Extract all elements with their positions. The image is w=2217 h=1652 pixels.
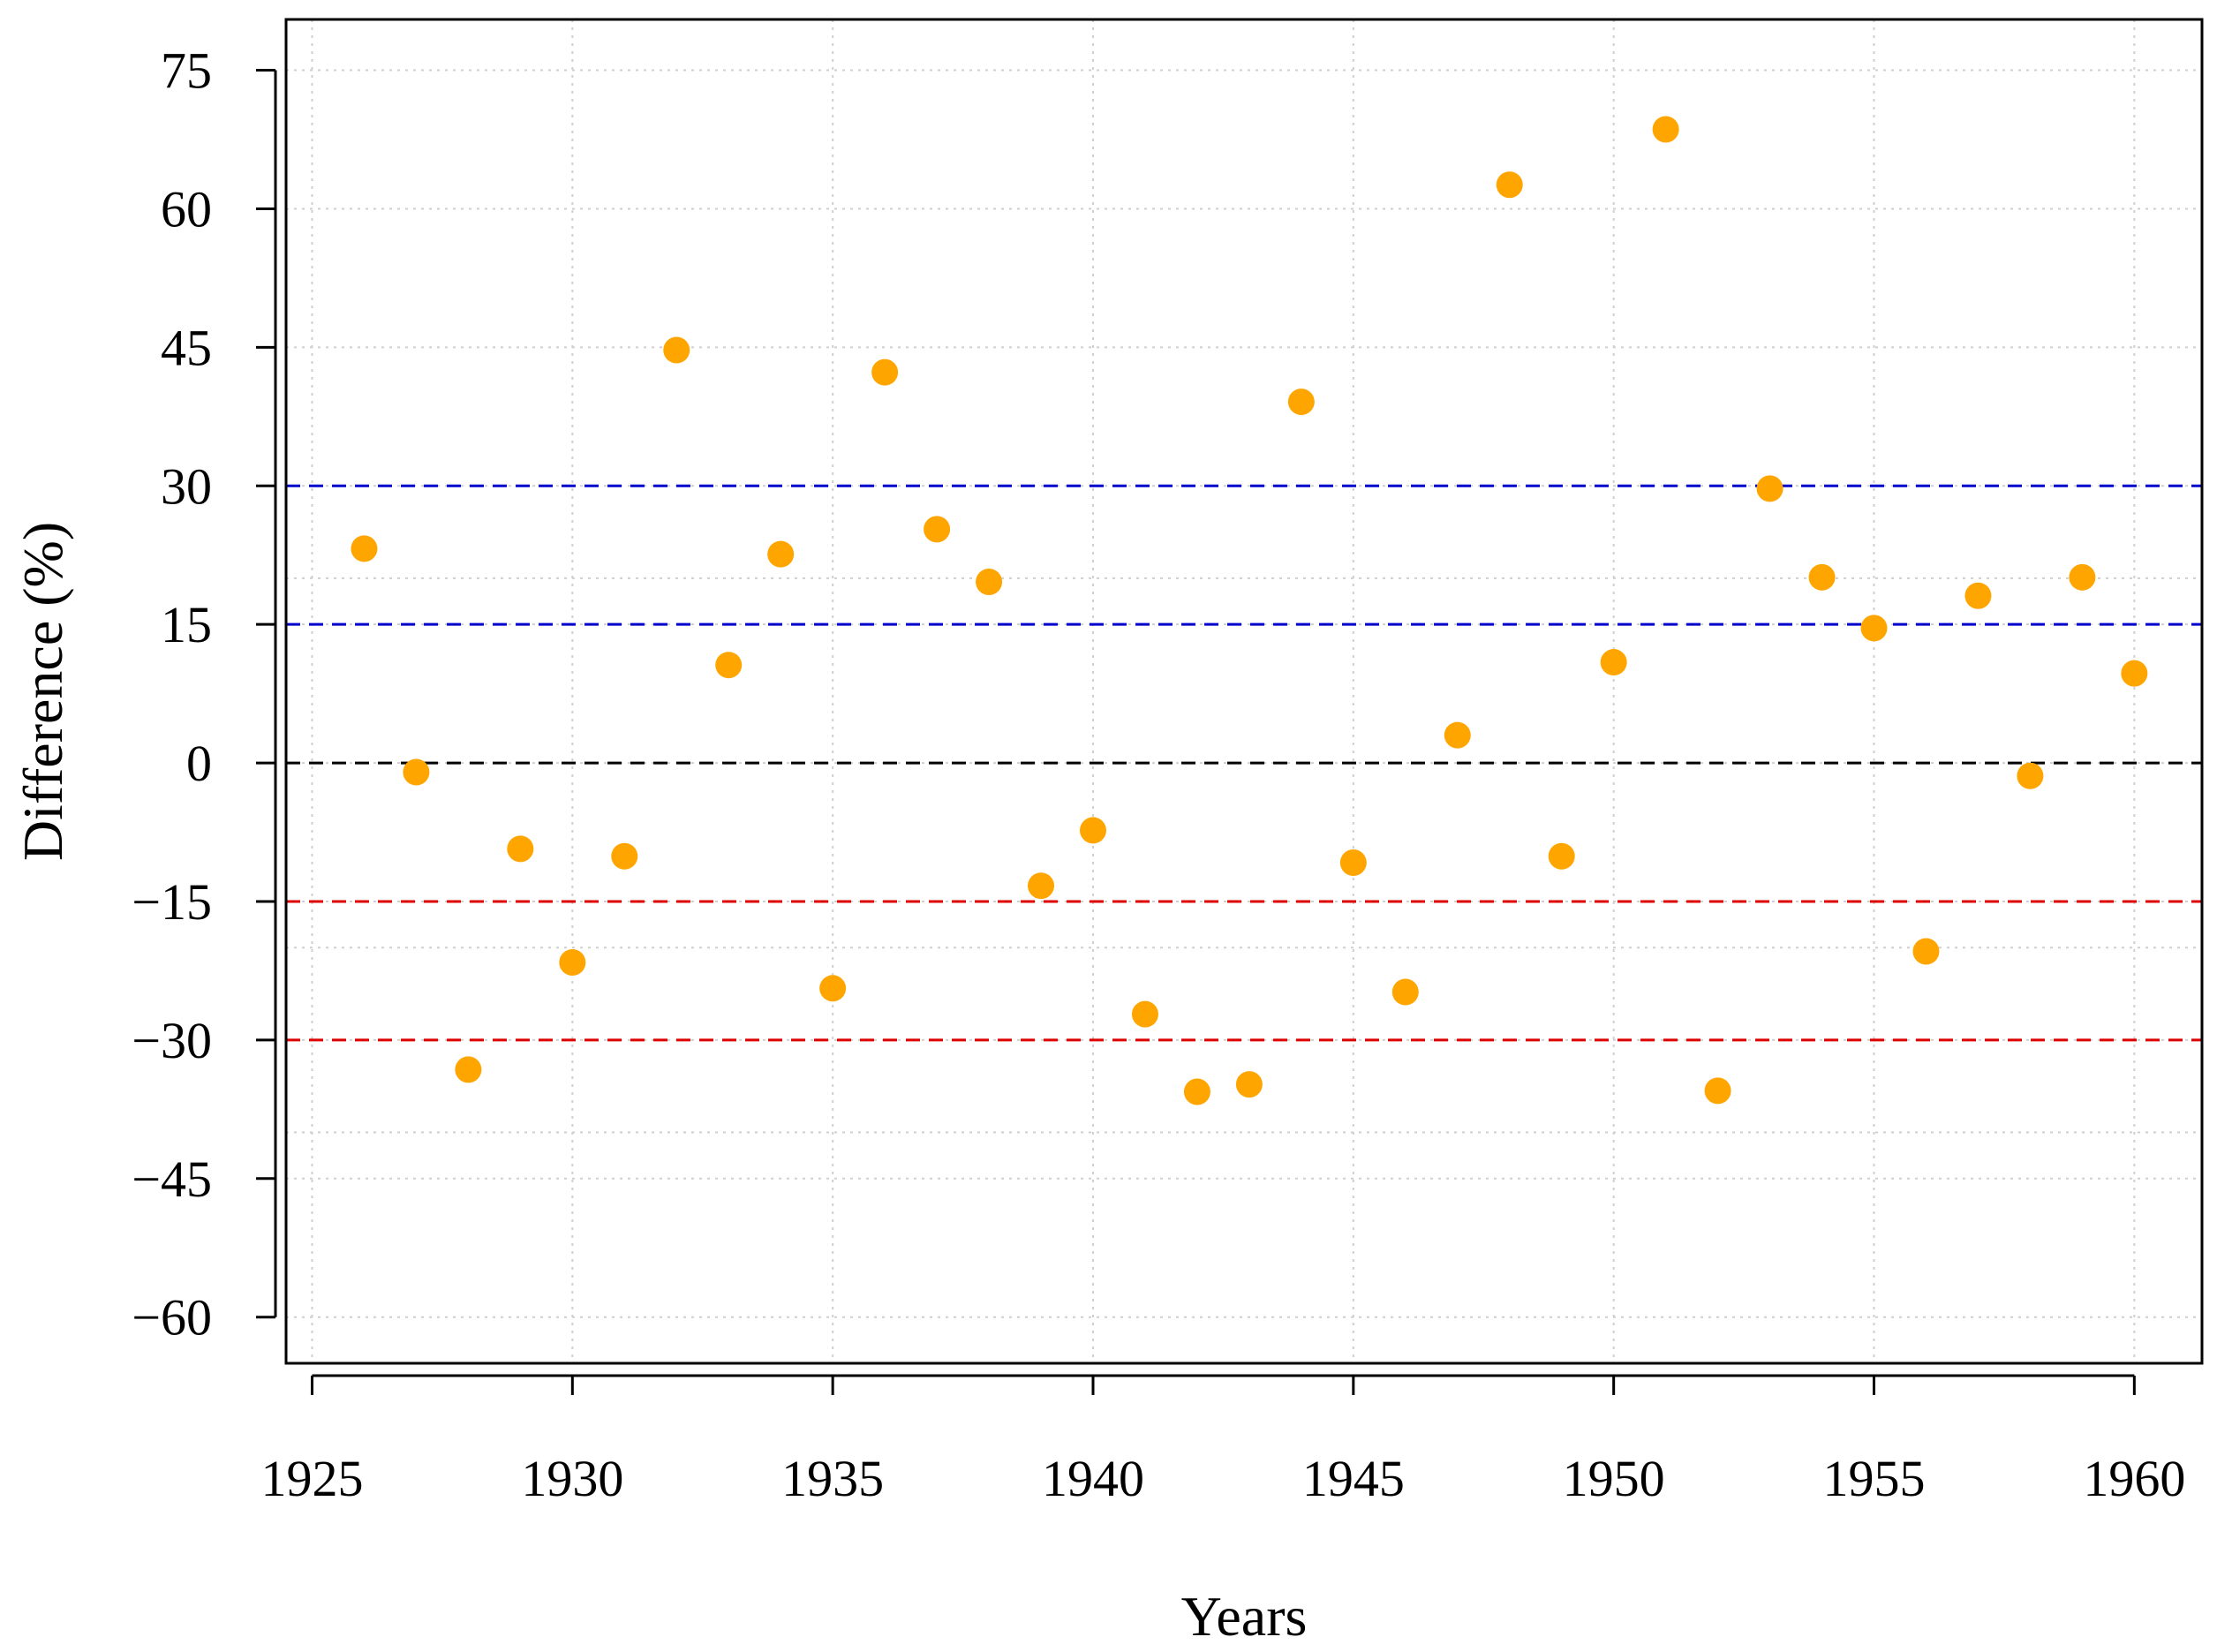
data-point — [1131, 1000, 1158, 1028]
data-point — [1912, 938, 1940, 965]
data-point — [871, 358, 899, 386]
data-point — [1079, 817, 1106, 844]
plot-frame — [284, 18, 2204, 1365]
data-point — [2017, 762, 2044, 789]
data-point — [663, 336, 690, 364]
data-point — [1183, 1078, 1210, 1105]
data-point — [1548, 842, 1575, 870]
data-point — [351, 535, 378, 562]
x-axis-title: Years — [1181, 1585, 1308, 1648]
data-point — [1652, 116, 1679, 143]
data-point — [559, 949, 586, 977]
grid-lines — [286, 19, 2202, 1363]
data-point — [2121, 660, 2148, 687]
data-point — [403, 758, 430, 786]
x-tick-label: 1955 — [1823, 1450, 1926, 1507]
data-point — [1704, 1077, 1731, 1105]
y-axis-title: Difference (%) — [11, 522, 74, 861]
data-point — [1600, 649, 1627, 676]
data-point — [1028, 872, 1055, 900]
y-tick-label: 30 — [161, 457, 212, 515]
data-point — [1756, 475, 1783, 502]
data-point — [819, 975, 847, 1002]
data-point — [1235, 1071, 1263, 1098]
x-tick-label: 1935 — [781, 1450, 884, 1507]
data-point — [767, 540, 795, 568]
data-point — [924, 516, 951, 543]
data-point — [507, 835, 534, 863]
x-tick-label: 1940 — [1042, 1450, 1144, 1507]
y-tick-label: 60 — [161, 180, 212, 238]
data-point — [1964, 582, 1992, 609]
data-point — [1808, 563, 1836, 591]
data-point — [1444, 721, 1471, 749]
data-point — [1860, 615, 1888, 642]
x-tick-label: 1925 — [260, 1450, 363, 1507]
y-tick-label: 75 — [161, 42, 212, 100]
data-point — [611, 842, 638, 870]
data-point — [1339, 849, 1367, 877]
data-point — [1287, 388, 1315, 416]
y-tick-label: 0 — [186, 735, 212, 792]
data-point — [1496, 171, 1523, 199]
y-tick-label: −60 — [132, 1289, 212, 1346]
y-tick-label: −15 — [132, 873, 212, 931]
data-point — [1391, 978, 1419, 1006]
data-point — [455, 1056, 482, 1083]
x-tick-label: 1960 — [2083, 1450, 2185, 1507]
x-tick-label: 1945 — [1302, 1450, 1405, 1507]
x-axis: 1925 1930 1935 1940 1945 1950 1955 1960 — [260, 1374, 2185, 1507]
x-tick-label: 1950 — [1563, 1450, 1665, 1507]
y-tick-label: −45 — [132, 1150, 212, 1208]
y-tick-label: 15 — [161, 596, 212, 653]
data-point — [2069, 563, 2096, 591]
data-points — [351, 116, 2148, 1105]
y-axis: 75 60 45 30 15 0 −15 −30 −45 −60 — [132, 42, 277, 1346]
x-tick-label: 1930 — [521, 1450, 623, 1507]
y-tick-label: 45 — [161, 319, 212, 376]
y-tick-label: −30 — [132, 1012, 212, 1069]
data-point — [715, 652, 743, 679]
data-point — [976, 569, 1003, 596]
